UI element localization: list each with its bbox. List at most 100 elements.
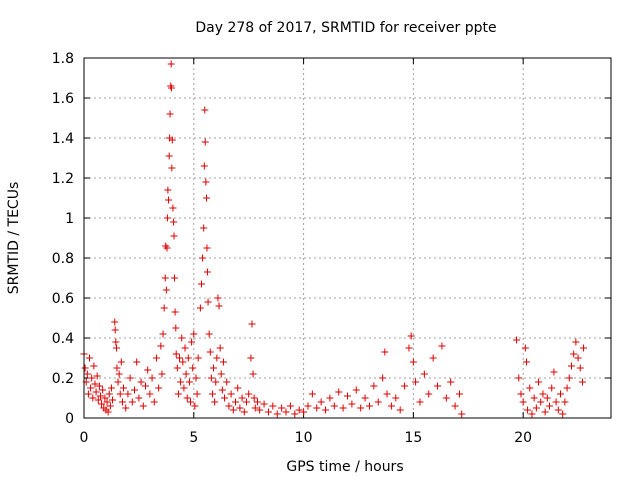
data-point — [105, 390, 113, 398]
data-point — [174, 390, 182, 398]
data-point — [412, 378, 420, 386]
data-point — [517, 390, 525, 398]
data-point — [429, 354, 437, 362]
data-point — [530, 394, 538, 402]
data-point — [122, 404, 130, 412]
data-point — [170, 274, 178, 282]
data-point — [513, 336, 521, 344]
data-point — [552, 398, 560, 406]
x-axis-label: GPS time / hours — [286, 459, 403, 475]
data-point — [357, 404, 365, 412]
data-point — [172, 350, 180, 358]
data-point — [133, 358, 141, 366]
data-point — [269, 402, 277, 410]
data-point — [172, 324, 180, 332]
data-point — [144, 366, 152, 374]
data-point — [131, 386, 139, 394]
data-point — [374, 398, 382, 406]
data-point — [85, 354, 93, 362]
data-point — [282, 408, 290, 416]
data-point — [565, 374, 573, 382]
data-point — [190, 330, 198, 338]
data-point — [537, 398, 545, 406]
y-tick-label: 1.2 — [52, 171, 74, 187]
data-point — [286, 402, 294, 410]
data-point — [250, 394, 258, 402]
data-point — [213, 354, 221, 362]
data-point — [104, 408, 112, 416]
data-point — [211, 398, 219, 406]
data-point — [165, 196, 173, 204]
chart-title: Day 278 of 2017, SRMTID for receiver ppt… — [195, 20, 496, 36]
data-point — [169, 204, 177, 212]
data-point — [159, 330, 167, 338]
data-point — [92, 388, 100, 396]
data-point — [157, 342, 165, 350]
data-point — [335, 388, 343, 396]
y-tick-label: 1.8 — [52, 51, 74, 67]
data-point — [515, 374, 523, 382]
data-point — [291, 410, 299, 418]
data-point — [186, 398, 194, 406]
data-point — [103, 398, 111, 406]
data-point — [158, 370, 166, 378]
data-point — [344, 392, 351, 400]
data-point — [164, 186, 172, 194]
data-point — [114, 378, 122, 386]
data-point — [194, 354, 202, 362]
data-point — [152, 354, 160, 362]
data-point — [191, 402, 199, 410]
x-tick-label: 10 — [295, 430, 313, 446]
y-tick-label: 1.6 — [52, 91, 74, 107]
y-tick-label: 0.6 — [52, 291, 74, 307]
data-point — [240, 408, 248, 416]
data-point — [202, 178, 210, 186]
data-point — [227, 390, 235, 398]
data-point — [84, 390, 92, 398]
data-point — [168, 164, 176, 172]
data-point — [348, 400, 356, 408]
data-point — [101, 394, 109, 402]
data-point — [139, 402, 147, 410]
data-point — [173, 364, 181, 372]
data-point — [89, 394, 97, 402]
data-point — [117, 358, 125, 366]
data-point — [532, 404, 540, 412]
data-point — [93, 372, 101, 380]
data-point — [236, 404, 244, 412]
data-point — [442, 394, 450, 402]
data-point — [111, 326, 119, 334]
data-point — [521, 344, 529, 352]
data-point — [535, 378, 543, 386]
data-point — [550, 368, 558, 376]
data-point — [567, 362, 575, 370]
data-point — [170, 232, 178, 240]
data-point — [162, 286, 170, 294]
data-point — [112, 338, 120, 346]
data-point — [109, 396, 117, 404]
data-point — [238, 394, 246, 402]
data-point — [95, 382, 103, 390]
data-point — [409, 358, 417, 366]
data-point — [365, 402, 373, 410]
data-point — [206, 348, 214, 356]
data-point — [242, 398, 250, 406]
data-point — [559, 410, 567, 418]
data-point — [218, 386, 226, 394]
x-axis: 0 5 10 15 20 — [80, 58, 532, 446]
data-point — [260, 400, 268, 408]
x-tick-label: 20 — [514, 430, 532, 446]
data-point — [163, 244, 171, 252]
data-point — [200, 224, 208, 232]
data-point — [99, 386, 107, 394]
data-point — [554, 406, 562, 414]
x-tick-label: 0 — [80, 430, 89, 446]
data-point — [249, 370, 257, 378]
data-point — [273, 410, 281, 418]
data-point — [181, 344, 189, 352]
data-point — [420, 370, 428, 378]
x-tick-label: 5 — [189, 430, 198, 446]
data-point — [561, 398, 569, 406]
data-point — [179, 358, 187, 366]
data-point — [458, 410, 466, 418]
